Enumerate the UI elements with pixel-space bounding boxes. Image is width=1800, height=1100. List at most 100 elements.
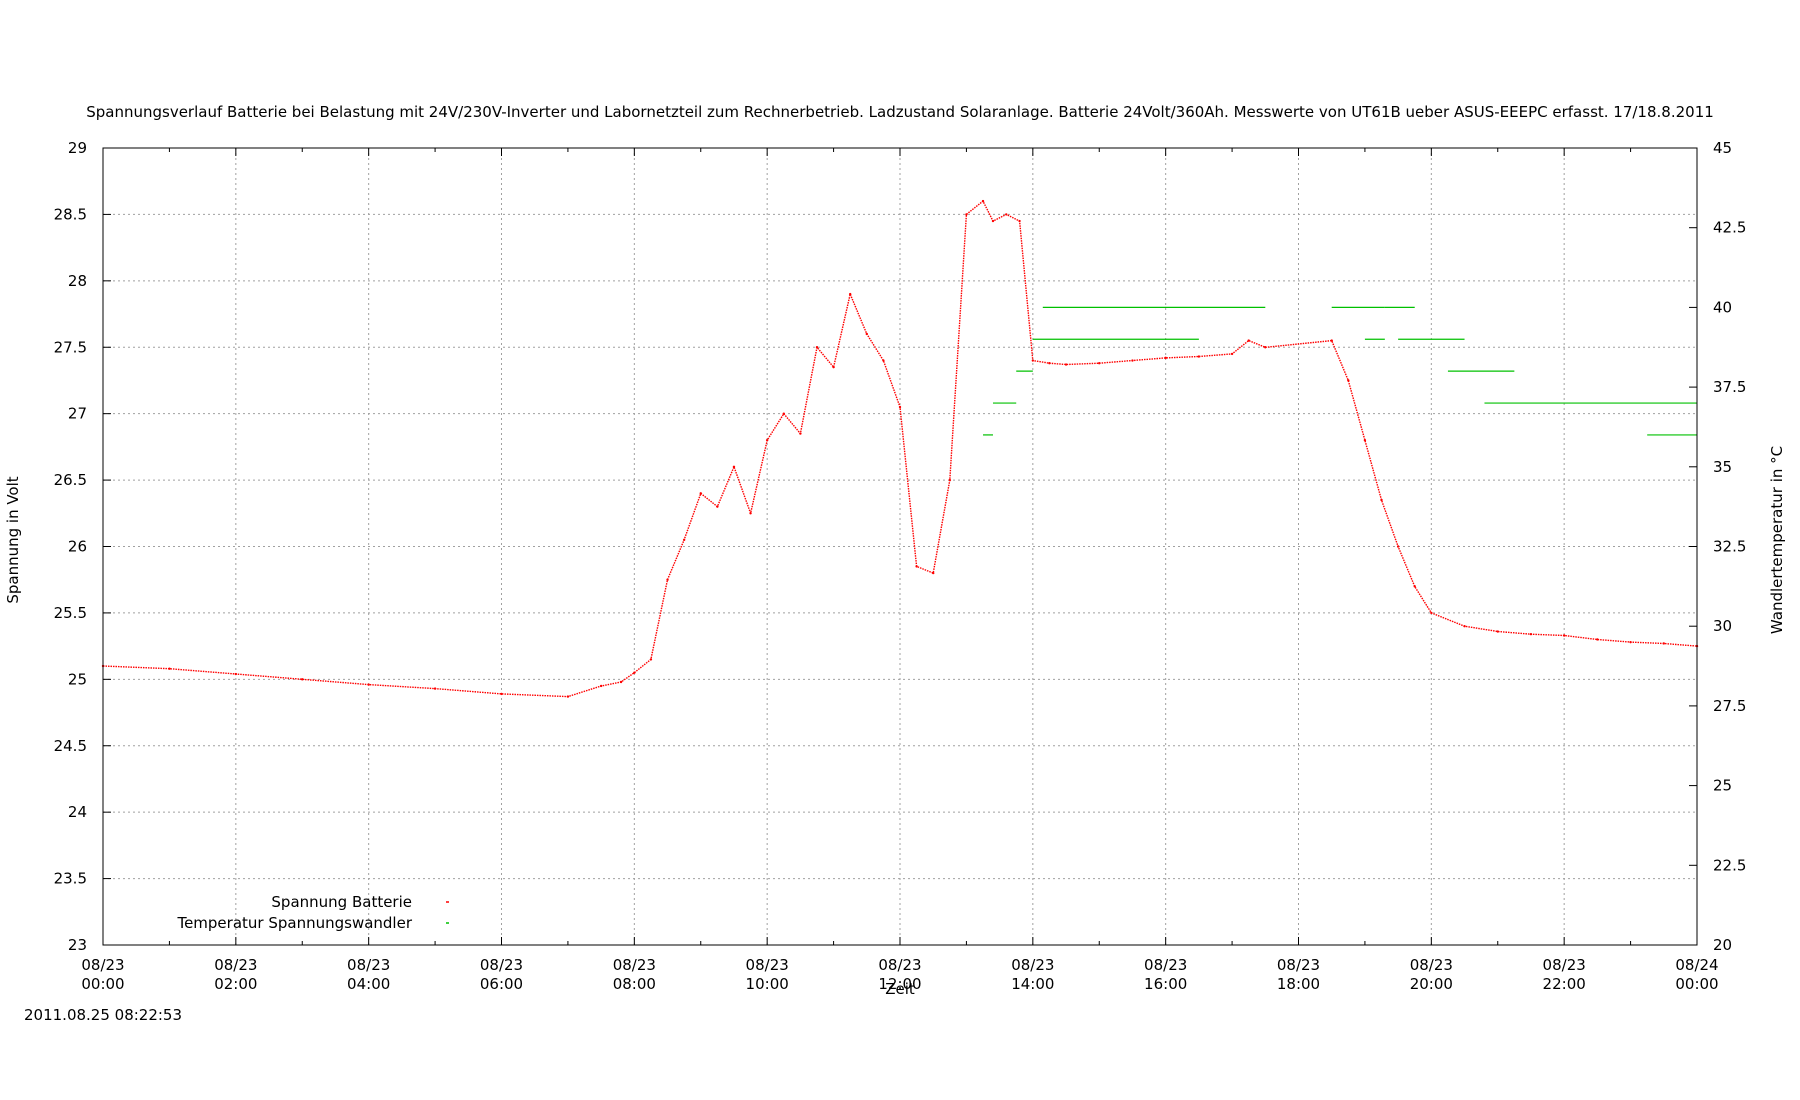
x-tick-label: 08/23 22:00 [1543,956,1586,993]
voltage-point [619,680,623,684]
voltage-point [799,432,802,435]
plot-area [101,199,1699,698]
voltage-point [1413,585,1416,588]
voltage-point [932,571,935,575]
voltage-point [1005,213,1008,216]
chart-title: Spannungsverlauf Batterie bei Belastung … [86,103,1714,121]
y-tick-label: 27 [68,405,87,423]
voltage-point [1031,359,1035,362]
voltage-point [168,667,171,670]
x-tick-date: 08/23 [214,956,257,974]
y-tick-label: 28.5 [54,205,87,223]
voltage-point [1380,498,1383,502]
x-tick-time: 22:00 [1543,975,1586,993]
voltage-point [848,292,852,296]
y-tick-label: 25.5 [54,604,87,622]
y2-tick-label: 32.5 [1713,538,1746,556]
y2-tick-label: 37.5 [1713,378,1746,396]
y2-tick-label: 20 [1713,936,1732,954]
x-tick-time: 04:00 [347,975,390,993]
voltage-point [633,671,636,674]
y-tick-label: 26.5 [54,471,87,489]
x-tick-time: 18:00 [1277,975,1320,993]
y2-tick-label: 22.5 [1713,856,1746,874]
y-tick-label: 26 [68,538,87,556]
y-tick-label: 27.5 [54,338,87,356]
x-tick-date: 08/23 [1277,956,1320,974]
y-tick-label: 23.5 [54,870,87,888]
y2-tick-label: 25 [1713,777,1732,795]
voltage-point [865,332,868,336]
x-tick-date: 08/23 [613,956,656,974]
x-tick-label: 08/23 18:00 [1277,956,1320,993]
x-tick-time: 16:00 [1144,975,1187,993]
legend-label-temperature: Temperatur Spannungswandler [176,914,412,932]
x-tick-label: 08/23 16:00 [1144,956,1187,993]
voltage-point [682,538,686,542]
series-voltage-line [102,200,1698,698]
voltage-point [1529,632,1533,636]
voltage-point [301,678,304,681]
voltage-point [1098,361,1101,365]
voltage-point [1018,219,1021,223]
voltage-point [832,365,835,369]
voltage-point [782,412,785,415]
voltage-point [1562,634,1566,637]
x-tick-time: 08:00 [613,975,656,993]
x-tick-time: 00:00 [81,975,124,993]
y2-tick-label: 30 [1713,617,1732,635]
voltage-point [367,683,370,686]
x-tick-time: 20:00 [1410,975,1453,993]
x-tick-label: 08/23 08:00 [613,956,656,993]
x-tick-date: 08/23 [81,956,124,974]
y2-axis-label: Wandlertemperatur in °C [1768,446,1786,634]
voltage-point [1048,361,1051,365]
voltage-point [1662,642,1665,645]
y2-tick-label: 40 [1713,298,1732,316]
voltage-point [666,578,669,581]
x-tick-time: 00:00 [1675,975,1718,993]
x-tick-time: 06:00 [480,975,523,993]
x-tick-label: 08/23 20:00 [1410,956,1453,993]
voltage-point [1164,356,1167,360]
y-axis-label: Spannung in Volt [4,476,22,603]
x-tick-time: 14:00 [1011,975,1054,993]
x-tick-label: 08/24 00:00 [1675,956,1718,993]
x-tick-label: 08/23 12:00 [878,956,921,993]
x-axis-label: Zeit [885,980,915,998]
voltage-point [732,465,736,468]
x-tick-date: 08/24 [1675,956,1718,974]
y-tick-label: 29 [68,139,87,157]
y2-tick-label: 42.5 [1713,219,1746,237]
voltage-point [749,512,752,515]
y-tick-label: 25 [68,670,87,688]
voltage-point [1264,346,1267,349]
x-tick-date: 08/23 [878,956,921,974]
x-tick-date: 08/23 [1410,956,1453,974]
voltage-point [1197,355,1201,358]
voltage-point [599,684,603,688]
voltage-point [566,695,570,698]
x-tick-date: 08/23 [347,956,390,974]
x-tick-label: 08/23 06:00 [480,956,523,993]
y2-tick-label: 35 [1713,458,1732,476]
x-tick-date: 08/23 [746,956,789,974]
x-tick-label: 08/23 00:00 [81,956,124,993]
voltage-point [981,199,985,203]
voltage-point [1496,630,1499,633]
x-tick-time: 12:00 [878,975,921,993]
voltage-point [915,565,918,568]
voltage-point [716,505,719,508]
y-tick-label: 24.5 [54,737,87,755]
y-tick-label: 24 [68,803,87,821]
voltage-point [1396,545,1400,548]
voltage-point [1629,640,1632,644]
voltage-point [1247,339,1250,342]
x-tick-date: 08/23 [1144,956,1187,974]
voltage-point [948,478,952,482]
voltage-point [882,359,885,362]
x-tick-label: 08/23 02:00 [214,956,257,993]
legend: Spannung Batterie Temperatur Spannungswa… [176,893,449,932]
